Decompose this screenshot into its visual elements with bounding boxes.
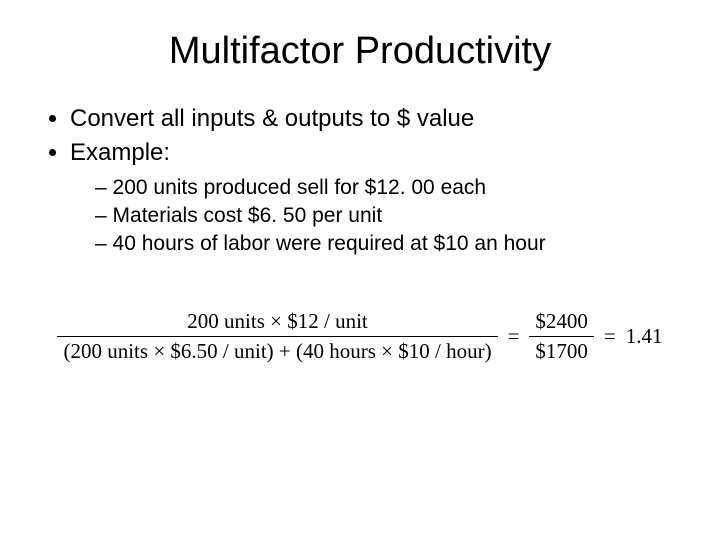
bullet-list: Convert all inputs & outputs to $ value …	[40, 103, 680, 259]
equals-sign-2: =	[604, 324, 616, 349]
formula-result: 1.41	[626, 324, 663, 349]
bullet-item-1: Convert all inputs & outputs to $ value	[70, 103, 680, 135]
formula-rhs-numerator: $2400	[529, 307, 594, 336]
sub-bullet-3: 40 hours of labor were required at $10 a…	[95, 230, 680, 258]
page-title: Multifactor Productivity	[40, 30, 680, 73]
equals-sign-1: =	[508, 324, 520, 349]
sub-bullet-list: 200 units produced sell for $12. 00 each…	[70, 174, 680, 259]
sub-bullet-2: Materials cost $6. 50 per unit	[95, 202, 680, 230]
formula-lhs-fraction: 200 units × $12 / unit (200 units × $6.5…	[57, 307, 497, 366]
bullet-item-2-label: Example:	[70, 139, 170, 166]
sub-bullet-1: 200 units produced sell for $12. 00 each	[95, 174, 680, 202]
bullet-item-2: Example: 200 units produced sell for $12…	[70, 137, 680, 258]
formula-rhs-fraction: $2400 $1700	[529, 307, 594, 366]
formula-rhs-denominator: $1700	[529, 337, 594, 366]
formula-lhs-denominator: (200 units × $6.50 / unit) + (40 hours ×…	[57, 337, 497, 366]
formula: 200 units × $12 / unit (200 units × $6.5…	[40, 307, 680, 366]
slide: Multifactor Productivity Convert all inp…	[0, 0, 720, 540]
formula-lhs-numerator: 200 units × $12 / unit	[181, 307, 373, 336]
